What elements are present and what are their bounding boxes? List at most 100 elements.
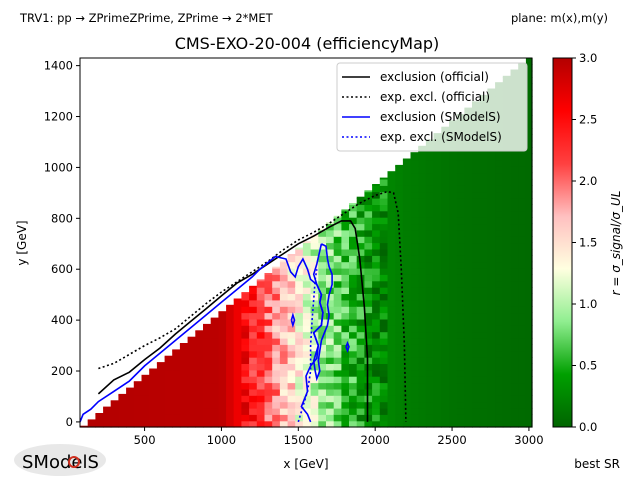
heatmap-cell xyxy=(502,242,512,250)
heatmap-cell xyxy=(264,337,273,345)
heatmap-cell xyxy=(395,293,404,301)
heatmap-cell xyxy=(379,242,389,250)
heatmap-cell xyxy=(333,369,342,377)
heatmap-cell xyxy=(302,420,312,428)
heatmap-cell xyxy=(341,369,350,377)
heatmap-cell xyxy=(395,350,404,358)
heatmap-cell xyxy=(518,331,527,339)
heatmap-cell xyxy=(418,280,427,288)
heatmap-cell xyxy=(487,267,496,275)
heatmap-cell xyxy=(418,159,427,167)
heatmap-cell xyxy=(410,293,419,301)
heatmap-cell xyxy=(495,331,504,339)
heatmap-cell xyxy=(295,363,304,371)
heatmap-cell xyxy=(287,388,296,396)
heatmap-cell xyxy=(472,306,481,314)
heatmap-cell xyxy=(441,255,450,263)
heatmap-cell xyxy=(449,344,458,352)
heatmap-cell xyxy=(510,261,519,269)
heatmap-cell xyxy=(356,198,365,205)
heatmap-cell xyxy=(441,312,450,320)
heatmap-cell xyxy=(441,299,450,307)
heatmap-cell xyxy=(379,236,389,244)
heatmap-cell xyxy=(341,267,350,275)
heatmap-cell xyxy=(118,414,127,422)
heatmap-cell xyxy=(203,414,212,422)
heatmap-cell xyxy=(326,376,335,384)
heatmap-cell xyxy=(241,293,250,301)
heatmap-cell xyxy=(418,369,427,377)
colorbar-tick-label: 3.0 xyxy=(579,51,597,65)
heatmap-cell xyxy=(349,306,358,314)
heatmap-cell xyxy=(318,369,327,377)
heatmap-cell xyxy=(510,159,519,167)
heatmap-cell xyxy=(472,172,481,180)
heatmap-cell xyxy=(310,248,319,256)
heatmap-cell xyxy=(518,229,527,237)
heatmap-cell xyxy=(272,401,281,409)
heatmap-cell xyxy=(364,242,373,250)
heatmap-cell xyxy=(441,172,450,180)
heatmap-cell xyxy=(495,242,504,250)
heatmap-cell xyxy=(525,318,533,326)
heatmap-cell xyxy=(410,287,419,294)
heatmap-cell xyxy=(210,388,219,396)
heatmap-cell xyxy=(279,337,289,345)
heatmap-cell xyxy=(472,344,481,352)
heatmap-cell xyxy=(187,401,196,409)
heatmap-cell xyxy=(249,357,258,364)
heatmap-cell xyxy=(418,318,427,326)
heatmap-cell xyxy=(487,414,496,422)
heatmap-cell xyxy=(525,255,533,263)
heatmap-cell xyxy=(287,267,296,275)
heatmap-cell xyxy=(341,388,350,396)
heatmap-cell xyxy=(349,223,358,231)
heatmap-cell xyxy=(179,343,189,345)
heatmap-cell xyxy=(441,376,450,384)
heatmap-cell xyxy=(149,388,158,396)
heatmap-cell xyxy=(218,325,227,333)
heatmap-cell xyxy=(210,407,219,415)
heatmap-cell xyxy=(333,306,342,314)
heatmap-cell xyxy=(449,395,458,403)
heatmap-cell xyxy=(349,203,358,205)
heatmap-cell xyxy=(349,344,358,352)
heatmap-cell xyxy=(418,337,427,345)
heatmap-cell xyxy=(341,293,350,301)
heatmap-cell xyxy=(487,376,496,384)
heatmap-cell xyxy=(333,255,342,263)
heatmap-cell xyxy=(418,401,427,409)
heatmap-cell xyxy=(326,350,335,358)
heatmap-cell xyxy=(402,344,412,352)
heatmap-cell xyxy=(525,382,533,390)
heatmap-cell xyxy=(372,274,381,282)
heatmap-cell xyxy=(318,407,327,415)
heatmap-cell xyxy=(187,363,196,371)
heatmap-cell xyxy=(195,376,204,384)
y-tick-label: 600 xyxy=(51,262,73,276)
heatmap-cell xyxy=(525,108,533,116)
heatmap-cell xyxy=(464,248,473,256)
heatmap-cell xyxy=(433,388,442,396)
heatmap-cell xyxy=(464,331,473,339)
heatmap-cell xyxy=(502,261,512,269)
heatmap-cell xyxy=(233,369,242,377)
heatmap-cell xyxy=(233,344,242,352)
heatmap-cell xyxy=(395,420,404,428)
heatmap-cell xyxy=(372,255,381,263)
heatmap-cell xyxy=(203,382,212,390)
curve-smodels_island2 xyxy=(345,340,350,353)
heatmap-cell xyxy=(279,420,289,428)
heatmap-cell xyxy=(272,337,281,345)
heatmap-cell xyxy=(249,287,258,294)
heatmap-cell xyxy=(518,318,527,326)
heatmap-cell xyxy=(179,369,189,377)
heatmap-cell xyxy=(379,306,389,314)
heatmap-cell xyxy=(479,172,488,180)
heatmap-cell xyxy=(502,267,512,275)
heatmap-cell xyxy=(418,363,427,371)
heatmap-cell xyxy=(387,401,396,409)
heatmap-cell xyxy=(395,401,404,409)
heatmap-cell xyxy=(310,287,319,294)
heatmap-cell xyxy=(472,337,481,345)
